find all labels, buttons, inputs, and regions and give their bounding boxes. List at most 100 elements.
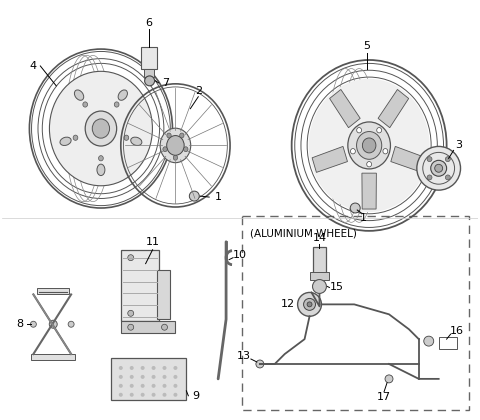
Circle shape [144,76,155,86]
Circle shape [141,384,144,388]
Circle shape [173,393,178,397]
Circle shape [173,366,178,370]
Bar [111,358,186,400]
Circle shape [162,324,168,330]
Ellipse shape [92,119,109,138]
Ellipse shape [362,138,376,153]
Ellipse shape [124,135,129,140]
Ellipse shape [114,102,119,107]
Circle shape [130,393,134,397]
Ellipse shape [309,79,430,212]
Text: 10: 10 [233,250,247,260]
Polygon shape [378,89,408,128]
Ellipse shape [83,102,87,107]
Text: 1: 1 [215,192,222,202]
Circle shape [163,375,167,379]
Ellipse shape [377,128,382,133]
Ellipse shape [367,162,372,167]
Circle shape [189,191,199,201]
Bar [144,69,154,77]
Bar [439,337,456,349]
Circle shape [30,321,36,327]
Ellipse shape [131,137,142,145]
Text: 14: 14 [312,233,326,243]
Ellipse shape [49,71,153,186]
Text: 17: 17 [377,392,391,402]
Circle shape [298,292,322,316]
Circle shape [163,384,167,388]
Circle shape [427,175,432,180]
Circle shape [119,393,123,397]
Circle shape [130,366,134,370]
Text: 1: 1 [360,213,367,223]
Ellipse shape [180,133,184,138]
Ellipse shape [163,147,167,152]
Text: 2: 2 [195,86,202,96]
Ellipse shape [357,131,382,159]
Ellipse shape [184,147,188,152]
Ellipse shape [173,155,178,160]
Bar [156,270,170,319]
Circle shape [128,255,134,261]
Circle shape [128,324,134,330]
Circle shape [49,320,57,328]
Ellipse shape [60,137,71,145]
Circle shape [141,375,144,379]
Circle shape [312,280,326,294]
Ellipse shape [73,135,78,140]
Circle shape [435,164,443,172]
Ellipse shape [167,136,184,155]
Text: 12: 12 [281,299,295,310]
Circle shape [152,375,156,379]
Bar [310,272,329,280]
Polygon shape [391,147,426,172]
Ellipse shape [167,133,171,138]
Text: (ALUMINIUM WHEEL): (ALUMINIUM WHEEL) [251,228,357,238]
Polygon shape [330,89,360,128]
Ellipse shape [350,149,355,154]
Circle shape [431,160,446,176]
Text: 8: 8 [16,319,23,329]
Circle shape [427,157,432,162]
Circle shape [68,321,74,327]
Ellipse shape [357,128,361,133]
Bar [121,250,158,321]
Circle shape [445,157,450,162]
Text: 9: 9 [193,391,200,401]
Circle shape [385,375,393,383]
Text: 3: 3 [455,140,462,150]
Circle shape [119,366,123,370]
Circle shape [307,302,312,307]
Ellipse shape [85,111,117,146]
Ellipse shape [348,122,390,169]
Text: 4: 4 [30,61,37,71]
Text: 7: 7 [162,78,169,88]
Ellipse shape [160,128,191,163]
Bar [121,321,175,333]
Polygon shape [362,173,376,209]
Ellipse shape [74,90,84,100]
Bar [37,289,69,294]
Polygon shape [312,147,348,172]
Circle shape [152,384,156,388]
Bar [312,247,326,275]
Bar [141,47,156,69]
Text: 5: 5 [364,41,371,51]
Circle shape [119,384,123,388]
Circle shape [130,384,134,388]
Circle shape [256,360,264,368]
Ellipse shape [118,90,127,100]
Text: 13: 13 [237,351,251,361]
Circle shape [152,366,156,370]
Bar [242,216,469,410]
Circle shape [445,175,450,180]
Circle shape [173,375,178,379]
Ellipse shape [98,156,103,161]
Circle shape [173,384,178,388]
Circle shape [130,375,134,379]
Circle shape [417,147,460,190]
Circle shape [424,336,434,346]
Circle shape [163,366,167,370]
Circle shape [141,366,144,370]
Text: 11: 11 [145,237,159,247]
